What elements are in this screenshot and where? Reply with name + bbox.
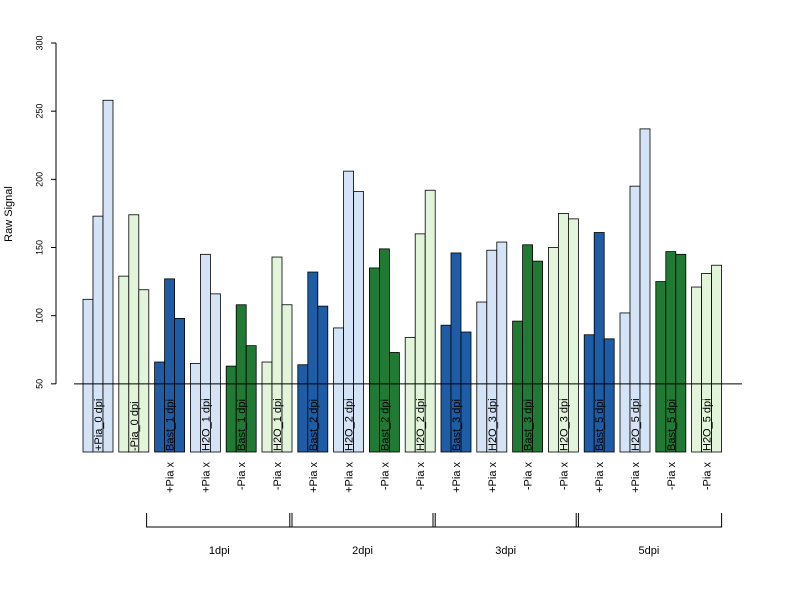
- bar: [675, 253, 687, 453]
- bar: [353, 191, 365, 453]
- bar: [245, 345, 257, 453]
- bar: [424, 189, 436, 453]
- bar: [102, 99, 114, 453]
- group-prefix-label: -Pia x: [379, 462, 391, 491]
- bar: [174, 317, 186, 453]
- group-prefix-label: +Pia x: [487, 462, 499, 493]
- group-prefix-label: +Pia x: [344, 462, 356, 493]
- bar: [281, 304, 293, 453]
- group-bracket-label: 5dpi: [639, 545, 660, 557]
- bar: [261, 361, 273, 453]
- bar: [619, 312, 631, 453]
- group-prefix-label: +Pia x: [451, 462, 463, 493]
- y-tick-label: 150: [34, 240, 44, 255]
- group-label: H2O_3 dpi: [487, 398, 499, 451]
- group-label: H2O_2 dpi: [344, 398, 356, 451]
- y-tick-label: 250: [34, 104, 44, 119]
- group-label: Bast_2 dpi: [379, 399, 391, 451]
- group-prefix-label: -Pia x: [558, 462, 570, 491]
- group-label: Bast_2 dpi: [308, 399, 320, 451]
- group-bracket-label: 3dpi: [495, 545, 516, 557]
- group-bracket-label: 1dpi: [209, 545, 230, 557]
- bar: [532, 260, 543, 453]
- bars: [74, 99, 742, 453]
- bar: [655, 281, 667, 453]
- group-prefix-label: -Pia x: [415, 462, 427, 491]
- group-label: H2O_2 dpi: [415, 398, 427, 451]
- group-prefix-label: +Pia x: [594, 462, 606, 493]
- group-prefix-label: -Pia x: [666, 462, 678, 491]
- group-brackets: 1dpi 2dpi 3dpi 5dpi: [146, 513, 723, 557]
- y-tick-label: 100: [34, 308, 44, 323]
- bar: [138, 289, 150, 453]
- bar: [82, 298, 94, 453]
- group-bracket: [575, 513, 723, 528]
- bar: [118, 275, 130, 453]
- bar: [189, 362, 201, 453]
- bar: [317, 305, 329, 453]
- bar: [333, 327, 345, 453]
- y-tick-label: 50: [34, 379, 44, 389]
- group-prefix-label: +Pia x: [200, 462, 212, 493]
- bar: [297, 364, 309, 453]
- group-bracket-label: 2dpi: [352, 545, 373, 557]
- group-prefix-label: -Pia x: [702, 462, 714, 491]
- bar: [368, 267, 380, 453]
- group-bracket: [289, 513, 436, 528]
- group-prefix-label: -Pia x: [236, 462, 248, 491]
- group-label: H2O_1 dpi: [272, 398, 284, 451]
- group-label: +Pia_0 dpi: [93, 399, 105, 451]
- y-tick-label: 200: [34, 172, 44, 187]
- group-label: Bast_5 dpi: [594, 399, 606, 451]
- y-axis-title: Raw Signal: [3, 186, 15, 242]
- group-label: Bast_5 dpi: [666, 399, 678, 451]
- bar: [460, 331, 472, 453]
- group-label: H2O_1 dpi: [200, 398, 212, 451]
- group-bracket: [432, 513, 579, 528]
- bar: [568, 218, 579, 453]
- group-label: Bast_1 dpi: [236, 399, 248, 451]
- bar: [691, 286, 702, 453]
- bar: [711, 264, 722, 453]
- group-label: H2O_5 dpi: [630, 398, 642, 451]
- group-label: H2O_3 dpi: [558, 398, 570, 451]
- bar: [440, 324, 452, 453]
- bar: [496, 241, 508, 453]
- group-prefix-label: -Pia x: [272, 462, 284, 491]
- bar: [388, 352, 400, 453]
- bar: [639, 128, 651, 453]
- bar: [512, 320, 523, 453]
- bar: [378, 248, 390, 453]
- bar: [548, 247, 559, 453]
- group-bracket: [146, 513, 293, 528]
- bar: [583, 334, 595, 453]
- bar: [225, 365, 237, 453]
- bar: [154, 361, 166, 453]
- y-tick-label: 300: [34, 35, 44, 50]
- group-prefix-label: +Pia x: [308, 462, 320, 493]
- group-label: Bast_3 dpi: [523, 399, 535, 451]
- bar: [603, 338, 615, 453]
- group-prefix-label: +Pia x: [630, 462, 642, 493]
- group-prefix-label: -Pia x: [523, 462, 535, 491]
- bar: [476, 301, 488, 453]
- group-label: -Pia_0 dpi: [129, 401, 141, 451]
- bar: [404, 337, 416, 453]
- group-prefix-label: +Pia x: [165, 462, 177, 493]
- group-label: Bast_1 dpi: [165, 399, 177, 451]
- group-label: Bast_3 dpi: [451, 399, 463, 451]
- y-axis: 50 100 150 200 250 300: [34, 35, 57, 389]
- group-label: H2O_5 dpi: [702, 398, 714, 451]
- bar: [209, 293, 221, 453]
- bar-labels: +Pia_0 dpi -Pia_0 dpi Bast_1 dpi +Pia x H2O_…: [93, 398, 714, 492]
